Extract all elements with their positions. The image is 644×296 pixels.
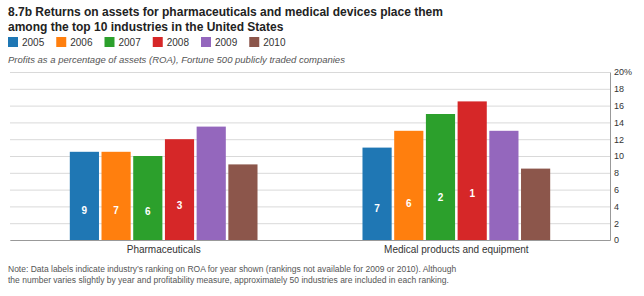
series <box>133 114 455 240</box>
y-tick-label: 10 <box>614 151 624 161</box>
x-tick: Medical products and equipment <box>384 244 529 255</box>
y-tick-label: 20% <box>614 67 632 77</box>
rank-label: 1 <box>469 188 475 199</box>
legend-swatch <box>56 37 66 47</box>
series <box>165 101 487 240</box>
legend-swatch <box>105 37 115 47</box>
bar <box>489 131 518 240</box>
legend-label: 2006 <box>70 37 93 48</box>
bars <box>70 101 550 240</box>
y-tick-label: 18 <box>614 84 624 94</box>
legend-label: 2008 <box>167 37 190 48</box>
legend-swatch <box>201 37 211 47</box>
title-line: 8.7b Returns on assets for pharmaceutica… <box>8 5 443 19</box>
grid-line <box>10 190 610 191</box>
rank-label: 6 <box>406 198 412 209</box>
legend-label: 2009 <box>215 37 238 48</box>
rank-label: 2 <box>438 192 444 203</box>
legend-label: 2007 <box>119 37 142 48</box>
x-tick-label: Medical products and equipment <box>384 244 529 255</box>
subtitle: Profits as a percentage of assets (ROA),… <box>8 54 345 65</box>
note: Note: Data labels indicate industry’s ra… <box>8 264 457 285</box>
y-tick-label: 0 <box>614 235 619 245</box>
bar <box>133 156 162 240</box>
grid-line <box>10 72 610 73</box>
note-line: the number varies slightly by year and p… <box>8 275 449 285</box>
y-tick-label: 2 <box>614 219 619 229</box>
grid-line <box>10 156 610 157</box>
rank-label: 6 <box>145 206 151 217</box>
grid-line <box>10 206 610 207</box>
legend-item: 2006 <box>56 37 93 48</box>
bar <box>362 148 391 240</box>
y-tick: 16 <box>10 101 624 111</box>
y-tick-label: 6 <box>614 185 619 195</box>
x-axis: Pharmaceuticals Medical products and equi… <box>11 241 611 256</box>
legend-swatch <box>8 37 18 47</box>
bar <box>394 131 423 240</box>
title: 8.7b Returns on assets for pharmaceutica… <box>8 5 443 34</box>
legend-item: 2010 <box>249 37 286 48</box>
bar <box>521 169 550 240</box>
y-tick: 12 <box>10 135 624 145</box>
series <box>197 127 519 240</box>
y-tick-label: 4 <box>614 202 619 212</box>
legend-label: 2005 <box>22 37 45 48</box>
bar <box>70 152 99 240</box>
grid-line <box>10 139 610 140</box>
bar <box>458 101 487 240</box>
axis-line <box>610 73 611 241</box>
grid-line <box>10 173 610 174</box>
x-tick: Pharmaceuticals <box>127 244 201 255</box>
rank-label: 3 <box>177 200 183 211</box>
legend-swatch <box>249 37 259 47</box>
series <box>228 164 550 240</box>
bar <box>102 152 131 240</box>
legend-item: 2008 <box>153 37 190 48</box>
bar <box>165 139 194 240</box>
y-tick-label: 14 <box>614 118 624 128</box>
y-tick-label: 16 <box>614 101 624 111</box>
legend: 2005 2006 2007 2008 2009 2010 <box>8 37 286 48</box>
grid-line <box>10 106 610 107</box>
rank-label: 7 <box>374 203 380 214</box>
chart: 8.7b Returns on assets for pharmaceutica… <box>0 0 644 296</box>
grid-line <box>10 240 610 241</box>
y-axis: 02468101214161820% <box>10 67 632 245</box>
legend-item: 2005 <box>8 37 45 48</box>
legend-label: 2010 <box>263 37 286 48</box>
axis-line <box>11 240 611 241</box>
legend-swatch <box>153 37 163 47</box>
bar <box>228 164 257 240</box>
y-tick: 14 <box>10 118 624 128</box>
x-tick-label: Pharmaceuticals <box>127 244 201 255</box>
data-labels: 9 7 7 6 6 2 3 1 <box>82 188 476 217</box>
grid-line <box>10 89 610 90</box>
bar <box>197 127 226 240</box>
series <box>70 148 392 240</box>
bar <box>426 114 455 240</box>
y-tick: 20% <box>10 67 632 77</box>
note-line: Note: Data labels indicate industry’s ra… <box>8 264 457 274</box>
title-line: among the top 10 industries in the Unite… <box>8 20 284 34</box>
rank-label: 9 <box>82 205 88 216</box>
grid-line <box>10 122 610 123</box>
y-tick-label: 8 <box>614 168 619 178</box>
legend-item: 2009 <box>201 37 238 48</box>
legend-item: 2007 <box>105 37 142 48</box>
y-tick: 18 <box>10 84 624 94</box>
series <box>102 131 424 240</box>
rank-label: 7 <box>113 205 119 216</box>
y-tick-label: 12 <box>614 135 624 145</box>
grid-line <box>10 223 610 224</box>
